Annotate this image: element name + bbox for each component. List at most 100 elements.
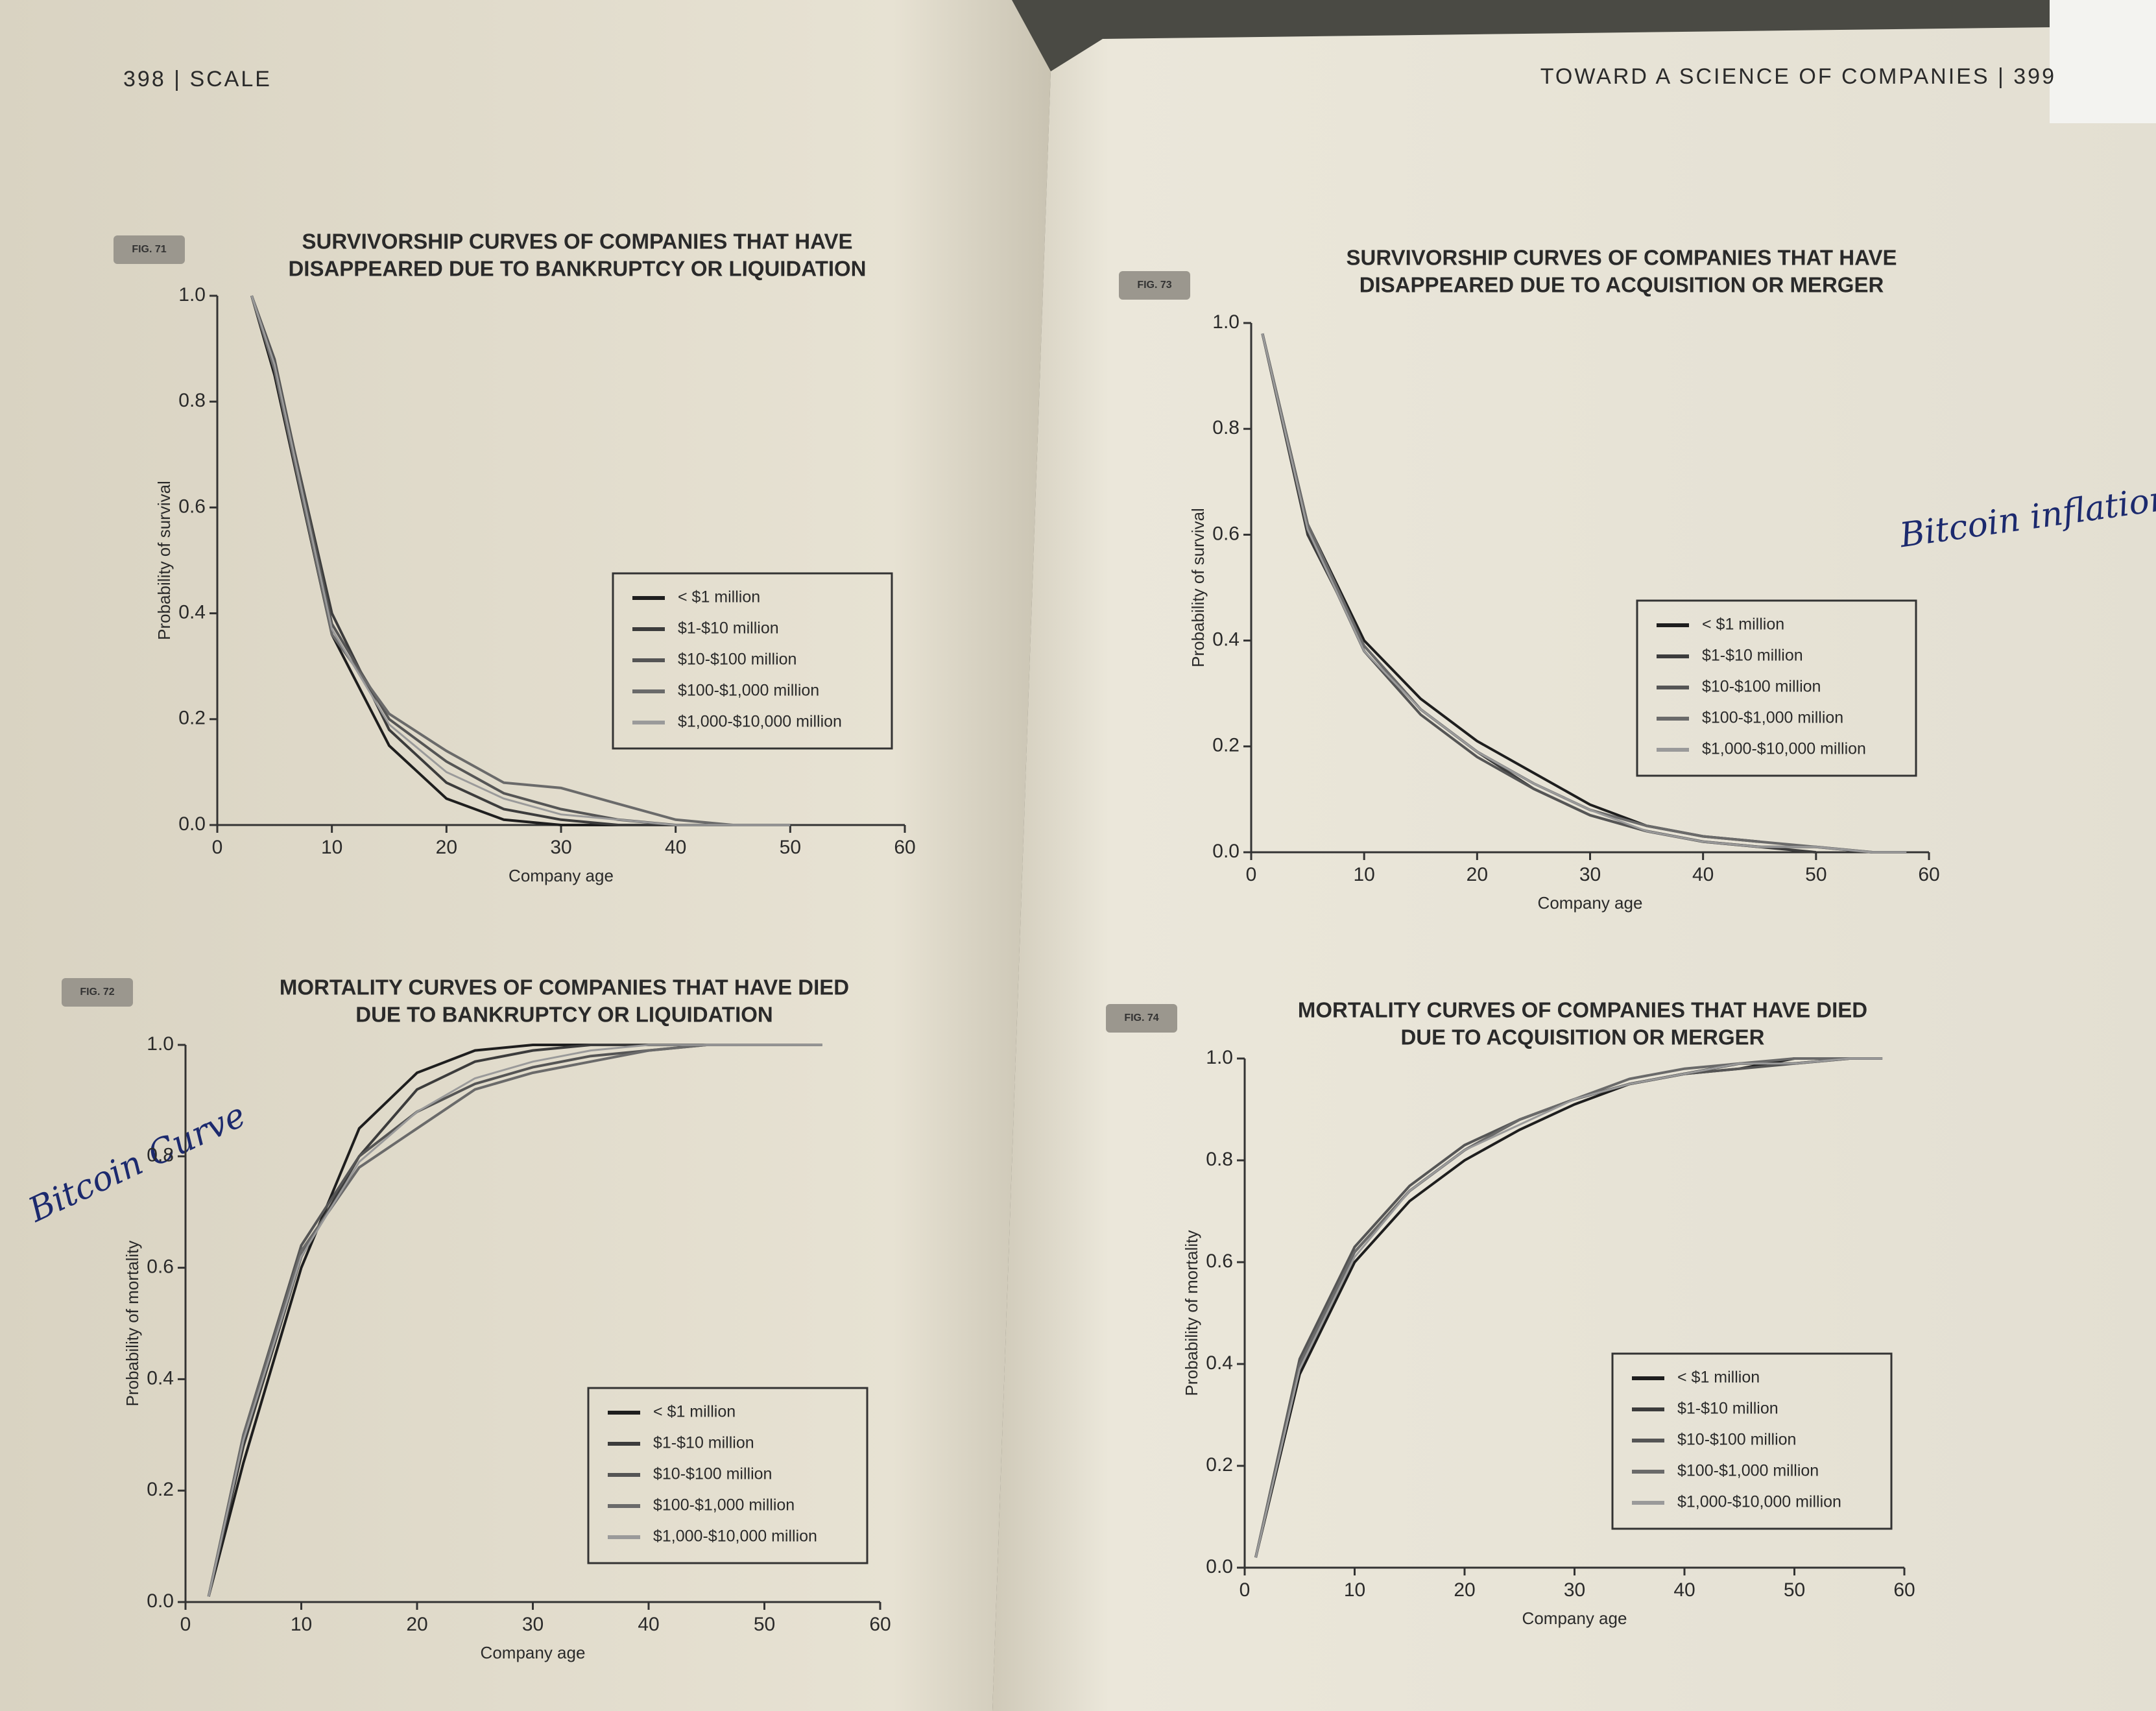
- legend-label: $1-$10 million: [1677, 1400, 1779, 1418]
- legend-label: < $1 million: [1702, 616, 1784, 634]
- figure-label: FIG. 72: [80, 987, 114, 998]
- legend-label: $10-$100 million: [1702, 678, 1821, 696]
- legend-label: $10-$100 million: [653, 1465, 772, 1483]
- x-tick-label: 20: [436, 837, 457, 858]
- y-tick-label: 0.0: [1212, 841, 1240, 862]
- legend-label: $10-$100 million: [678, 651, 797, 669]
- left-page: [0, 0, 1051, 1711]
- x-tick-label: 50: [1805, 864, 1827, 885]
- y-axis-label: Probability of survival: [154, 481, 174, 640]
- x-tick-label: 50: [780, 837, 801, 858]
- figure-badge: [1106, 1004, 1177, 1033]
- chart-title: MORTALITY CURVES OF COMPANIES THAT HAVE …: [280, 975, 849, 999]
- chart-title: DUE TO BANKRUPTCY OR LIQUIDATION: [355, 1003, 773, 1027]
- y-tick-label: 0.6: [178, 496, 206, 517]
- y-tick-label: 0.2: [147, 1479, 174, 1500]
- legend-label: < $1 million: [1677, 1369, 1760, 1387]
- x-tick-label: 10: [321, 837, 342, 858]
- x-tick-label: 10: [1353, 864, 1374, 885]
- x-axis-label: Company age: [1522, 1609, 1627, 1628]
- figure-badge: [1119, 271, 1190, 300]
- legend-box: [612, 572, 893, 750]
- y-tick-label: 0.0: [147, 1590, 174, 1612]
- y-tick-label: 0.4: [1206, 1352, 1233, 1374]
- y-tick-label: 0.6: [1206, 1250, 1233, 1272]
- x-tick-label: 60: [894, 837, 915, 858]
- x-axis-label: Company age: [481, 1643, 586, 1662]
- legend-label: $100-$1,000 million: [1677, 1462, 1819, 1480]
- legend-label: $1,000-$10,000 million: [678, 713, 842, 731]
- chart-title: DISAPPEARED DUE TO ACQUISITION OR MERGER: [1359, 273, 1884, 297]
- figure-badge: [114, 235, 185, 264]
- y-tick-label: 0.6: [147, 1256, 174, 1278]
- x-axis-label: Company age: [509, 866, 614, 885]
- x-tick-label: 30: [522, 1614, 544, 1635]
- figure-label: FIG. 73: [1137, 280, 1171, 291]
- figure-label: FIG. 74: [1124, 1012, 1158, 1023]
- x-tick-label: 20: [1467, 864, 1488, 885]
- y-tick-label: 0.8: [1212, 417, 1240, 438]
- chart-title: DUE TO ACQUISITION OR MERGER: [1400, 1025, 1764, 1049]
- x-tick-label: 50: [1784, 1579, 1805, 1601]
- y-tick-label: 0.4: [147, 1367, 174, 1389]
- left-header: 398 | SCALE: [123, 67, 272, 91]
- y-axis-label: Probability of mortality: [1182, 1230, 1201, 1396]
- legend-label: $100-$1,000 million: [653, 1496, 795, 1514]
- x-tick-label: 10: [1344, 1579, 1365, 1601]
- x-tick-label: 40: [1692, 864, 1714, 885]
- legend-label: $1,000-$10,000 million: [1702, 740, 1866, 758]
- x-tick-label: 60: [869, 1614, 891, 1635]
- series-line: [1254, 1057, 1883, 1558]
- y-axis-label: Probability of mortality: [123, 1241, 142, 1407]
- x-tick-label: 30: [1564, 1579, 1585, 1601]
- series-line: [250, 295, 791, 826]
- y-tick-label: 0.2: [1212, 735, 1240, 756]
- x-tick-label: 40: [665, 837, 686, 858]
- chart-title: SURVIVORSHIP CURVES OF COMPANIES THAT HA…: [1347, 246, 1897, 270]
- legend-label: $100-$1,000 million: [678, 682, 819, 700]
- y-axis-label: Probability of survival: [1188, 508, 1208, 667]
- legend-label: $100-$1,000 million: [1702, 709, 1843, 727]
- figure-label: FIG. 71: [132, 244, 166, 255]
- y-tick-label: 0.8: [1206, 1149, 1233, 1170]
- legend-label: $1,000-$10,000 million: [1677, 1493, 1841, 1511]
- series-line: [207, 1044, 649, 1597]
- legend-label: < $1 million: [653, 1403, 736, 1421]
- x-tick-label: 0: [1240, 1579, 1251, 1601]
- x-tick-label: 30: [1579, 864, 1601, 885]
- legend-label: $1,000-$10,000 million: [653, 1527, 817, 1546]
- legend-label: $1-$10 million: [678, 619, 779, 638]
- chart-title: MORTALITY CURVES OF COMPANIES THAT HAVE …: [1298, 998, 1867, 1022]
- series-line: [208, 1044, 822, 1597]
- x-tick-label: 20: [1454, 1579, 1475, 1601]
- legend-box: [587, 1387, 868, 1564]
- x-tick-label: 60: [1918, 864, 1939, 885]
- legend-label: $10-$100 million: [1677, 1431, 1796, 1449]
- x-tick-label: 0: [180, 1614, 191, 1635]
- paper-note: [2050, 0, 2156, 123]
- chart-title: DISAPPEARED DUE TO BANKRUPTCY OR LIQUIDA…: [288, 257, 866, 281]
- y-tick-label: 0.4: [1212, 629, 1240, 651]
- legend-label: < $1 million: [678, 588, 760, 606]
- series-line: [250, 295, 791, 826]
- legend-label: $1-$10 million: [653, 1434, 754, 1452]
- right-header: TOWARD A SCIENCE OF COMPANIES | 399: [1540, 64, 2056, 89]
- y-tick-label: 0.0: [1206, 1556, 1233, 1577]
- y-tick-label: 0.4: [178, 602, 206, 623]
- x-tick-label: 10: [291, 1614, 312, 1635]
- x-tick-label: 0: [1246, 864, 1257, 885]
- y-tick-label: 1.0: [1212, 311, 1240, 333]
- y-tick-label: 0.0: [178, 813, 206, 835]
- legend-box: [1636, 599, 1917, 777]
- x-tick-label: 50: [754, 1614, 775, 1635]
- y-tick-label: 0.2: [178, 708, 206, 729]
- y-tick-label: 1.0: [1206, 1047, 1233, 1068]
- y-tick-label: 1.0: [147, 1033, 174, 1055]
- x-tick-label: 30: [550, 837, 571, 858]
- y-tick-label: 1.0: [178, 284, 206, 305]
- legend-label: $1-$10 million: [1702, 647, 1803, 665]
- x-tick-label: 0: [212, 837, 223, 858]
- y-tick-label: 0.6: [1212, 523, 1240, 544]
- right-page: [992, 26, 2156, 1711]
- figure-badge: [62, 978, 133, 1007]
